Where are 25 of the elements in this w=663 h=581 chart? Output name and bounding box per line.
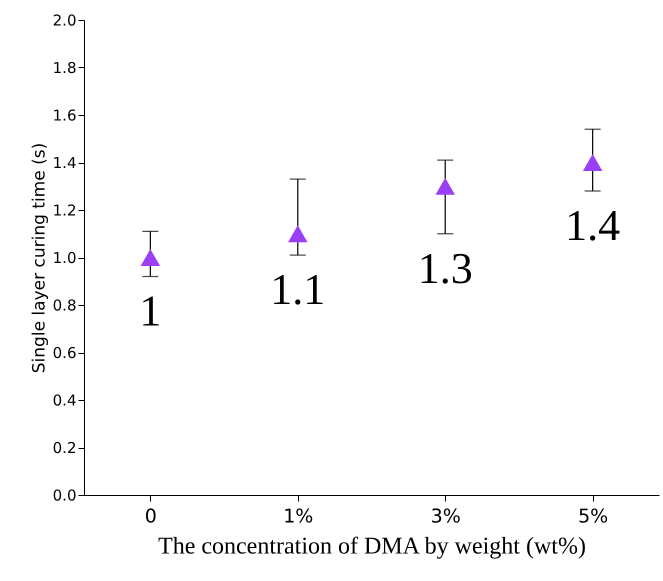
y-tick-label: 1.4 [52,154,76,172]
point [288,225,308,242]
y-tick-label: 1.0 [52,249,76,267]
x-tick-label: 5% [578,506,608,528]
data-label: 1.4 [565,201,620,250]
x-tick-label: 0 [144,506,157,528]
y-tick-label: 0.0 [52,486,76,504]
data-label: 1.3 [418,244,473,293]
y-tick-label: 1.8 [52,59,76,77]
point [582,154,602,171]
y-tick-label: 0.2 [52,439,76,457]
data-label: 1.1 [270,265,326,314]
x-axis-title: The concentration of DMA by weight (wt%) [158,534,586,560]
y-tick-label: 0.6 [52,344,76,362]
y-tick-label: 0.8 [52,296,76,314]
y-axis-title: Single layer curing time (s) [30,142,50,374]
point [140,249,160,266]
point [435,178,455,195]
y-tick-label: 1.2 [52,202,76,220]
y-tick-label: 1.6 [52,106,76,124]
y-tick-label: 0.4 [52,392,76,410]
x-tick-label: 3% [430,506,461,528]
data-label: 1 [139,286,162,336]
y-tick-label: 2.0 [52,12,76,30]
x-tick-label: 1% [283,506,314,528]
